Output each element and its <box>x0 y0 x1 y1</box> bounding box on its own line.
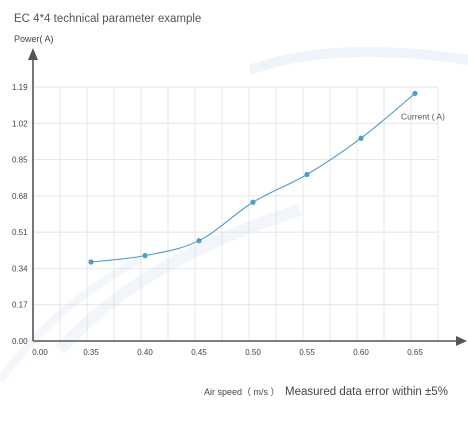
y-tick-label: 0.00 <box>12 337 28 346</box>
measurement-note: Measured data error within ±5% <box>285 386 448 398</box>
series-line <box>90 92 416 263</box>
y-tick-label: 1.19 <box>12 83 28 92</box>
y-tick-label: 1.02 <box>12 119 28 128</box>
axes <box>28 48 467 346</box>
y-tick-label: 0.51 <box>12 228 28 237</box>
x-tick-labels: 0.00 0.35 0.40 0.45 0.50 0.55 0.60 0.65 <box>32 348 423 357</box>
x-tick-label: 0.00 <box>32 348 48 357</box>
series-label: Current ( A) <box>401 111 445 121</box>
data-point <box>304 171 310 178</box>
x-tick-label: 0.40 <box>137 348 153 357</box>
y-tick-label: 0.34 <box>12 264 28 273</box>
data-point <box>412 90 418 97</box>
data-point <box>142 253 148 259</box>
series: Current ( A) <box>88 90 445 265</box>
x-tick-label: 0.50 <box>245 348 261 357</box>
y-tick-labels: 0.00 0.17 0.34 0.51 0.68 0.85 1.02 1.19 <box>12 83 28 346</box>
y-tick-label: 0.17 <box>12 301 28 310</box>
grid <box>33 86 439 341</box>
chart-title: EC 4*4 technical parameter example <box>14 13 201 25</box>
x-axis-label: Air speed（ m/s ） <box>204 387 280 397</box>
x-tick-label: 0.60 <box>353 348 369 357</box>
x-tick-label: 0.55 <box>299 348 315 357</box>
background-decoration <box>0 47 468 383</box>
y-tick-label: 0.85 <box>12 156 28 165</box>
data-point <box>88 259 94 265</box>
data-point <box>250 199 256 205</box>
y-axis-label: Power( A) <box>14 34 54 44</box>
data-point <box>196 238 202 244</box>
x-axis-arrow <box>456 336 467 346</box>
data-point <box>358 135 364 141</box>
x-tick-label: 0.65 <box>407 348 423 357</box>
y-axis-arrow <box>28 48 38 60</box>
x-tick-label: 0.45 <box>191 348 207 357</box>
y-tick-label: 0.68 <box>12 192 28 201</box>
x-tick-label: 0.35 <box>83 348 99 357</box>
